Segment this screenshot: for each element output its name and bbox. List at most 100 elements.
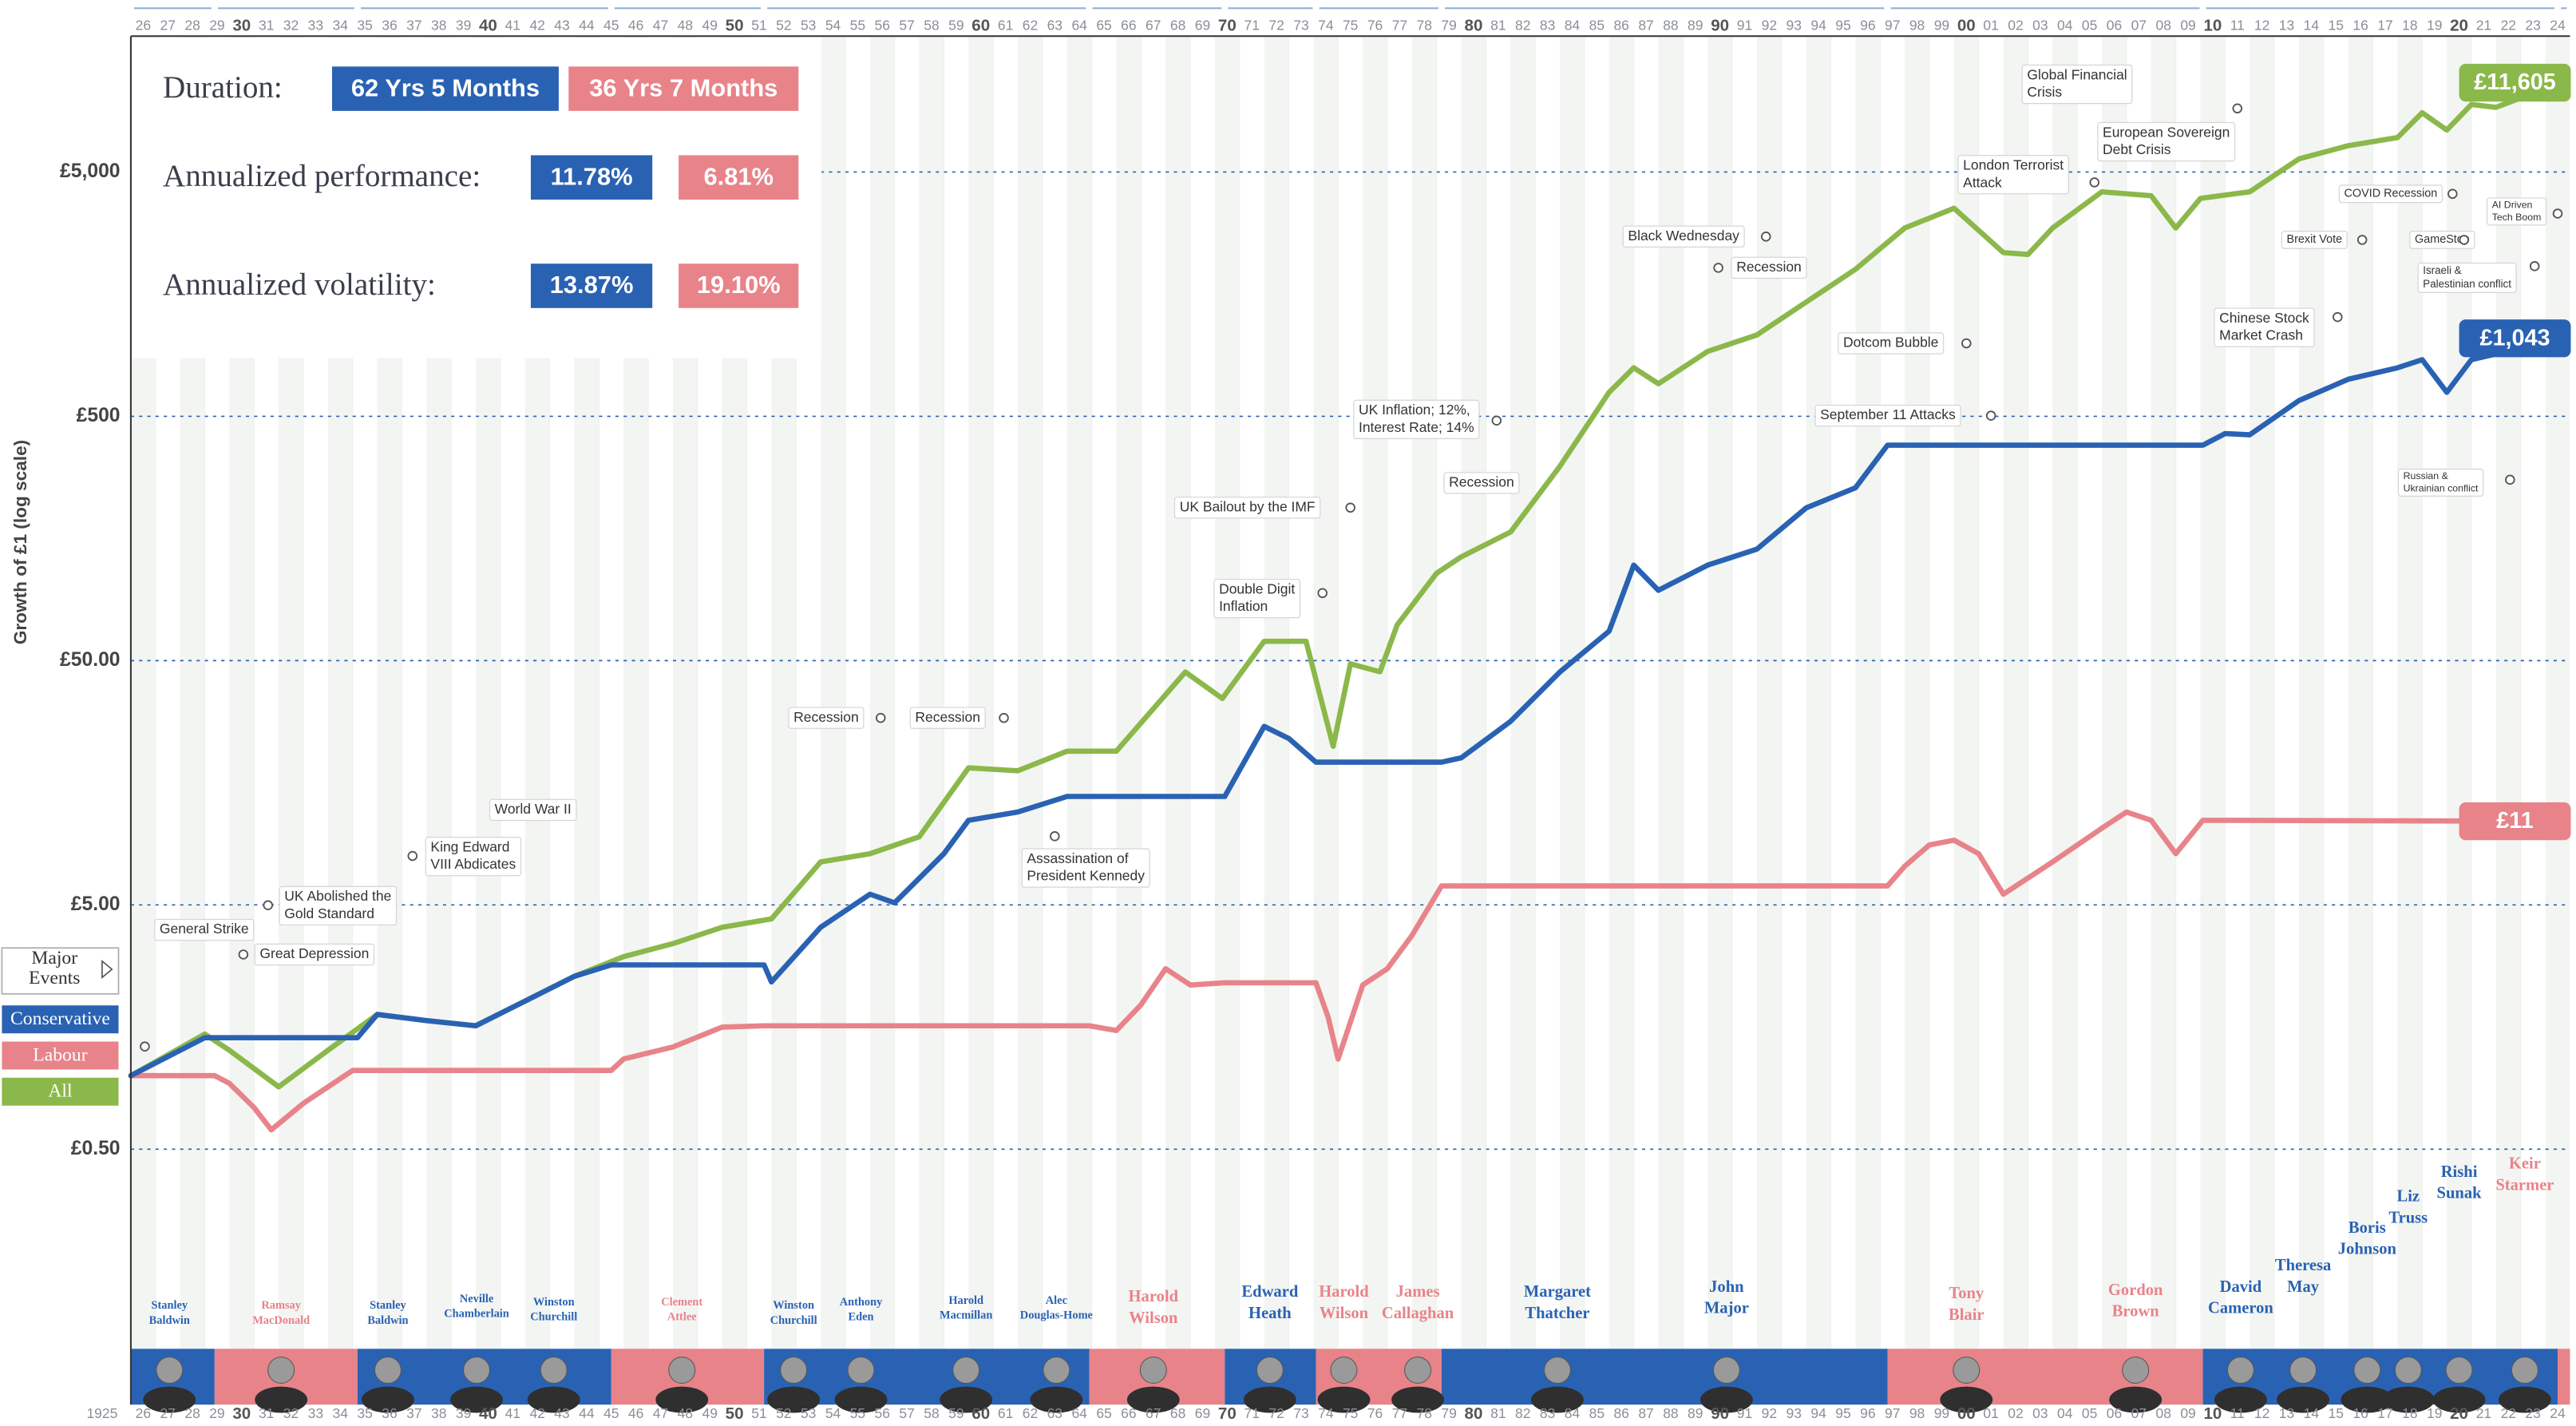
x-tick-label-bottom: 76 xyxy=(1367,1405,1383,1421)
x-tick-label-bottom: 00 xyxy=(1957,1404,1976,1423)
x-tick-label-bottom: 26 xyxy=(136,1405,151,1421)
x-tick-label-bottom: 34 xyxy=(333,1405,349,1421)
x-tick-label-bottom: 04 xyxy=(2057,1405,2073,1421)
x-tick-label-top: 73 xyxy=(1293,18,1308,34)
year-stripe xyxy=(2397,36,2423,1349)
event-label: Global Financial xyxy=(2027,66,2127,82)
event-label: Israeli & xyxy=(2423,264,2461,276)
pm-name: Liz xyxy=(2397,1188,2420,1206)
end-value-box xyxy=(2459,319,2571,358)
x-tick-label-top: 98 xyxy=(1909,18,1925,34)
x-tick-label-top: 84 xyxy=(1565,18,1581,34)
x-tick-label-top: 77 xyxy=(1392,18,1407,34)
pm-photo-head xyxy=(463,1357,491,1384)
legend-item[interactable]: Labour xyxy=(2,1041,119,1070)
x-tick-label-top: 75 xyxy=(1343,18,1358,34)
x-tick-label-bottom: 32 xyxy=(283,1405,299,1421)
x-tick-label-bottom: 14 xyxy=(2304,1405,2320,1421)
x-tick-label-top: 48 xyxy=(678,18,693,34)
x-tick-label-bottom: 81 xyxy=(1490,1405,1506,1421)
event-label: Recession xyxy=(793,709,859,725)
event-label: UK Inflation; 12%, xyxy=(1359,402,1470,418)
event[interactable]: Double Digit Inflation xyxy=(1213,578,1328,619)
event[interactable]: UK Inflation; 12%,Interest Rate; 14% xyxy=(1353,399,1502,439)
year-stripe xyxy=(1510,36,1536,1349)
event[interactable]: London Terrorist Attack xyxy=(1957,155,2100,195)
pm-photo-body xyxy=(255,1386,308,1413)
event[interactable]: Great Depression xyxy=(238,943,375,966)
event[interactable]: Assassination of President Kennedy xyxy=(1021,831,1150,888)
event[interactable]: Black Wednesday xyxy=(1622,225,1771,248)
x-tick-label-top: 65 xyxy=(1096,18,1111,34)
event[interactable]: UK Bailout by the IMF xyxy=(1173,497,1355,519)
x-tick-label-bottom: 99 xyxy=(1934,1405,1949,1421)
event[interactable]: Israeli & Palestinian conflict xyxy=(2417,261,2540,293)
y-tick-label: £500 xyxy=(77,405,121,426)
event[interactable]: Recession xyxy=(788,707,886,729)
pm-photo-head xyxy=(668,1357,696,1384)
event[interactable]: COVID Recession xyxy=(2338,184,2458,204)
event-label: Dotcom Bubble xyxy=(1843,335,1938,351)
x-tick-label-top: 64 xyxy=(1071,18,1087,34)
event[interactable]: Recession xyxy=(1713,256,1807,279)
x-tick-label-bottom: 21 xyxy=(2476,1405,2491,1421)
x-tick-label-top: 46 xyxy=(628,18,643,34)
x-tick-label-top: 19 xyxy=(2427,18,2442,34)
x-tick-label-bottom: 05 xyxy=(2082,1405,2097,1421)
pm-name: John xyxy=(1709,1278,1744,1296)
event-label: European Sovereign xyxy=(2103,124,2230,140)
x-tick-label-bottom: 65 xyxy=(1096,1405,1111,1421)
pm-photo-body xyxy=(2381,1386,2435,1413)
event-marker xyxy=(1317,588,1328,599)
stat-box-conservative xyxy=(530,155,653,200)
event[interactable]: Brexit Vote xyxy=(2281,230,2368,249)
year-stripe xyxy=(2003,36,2028,1349)
event-label: London Terrorist xyxy=(1963,156,2064,172)
event[interactable]: Recession xyxy=(1443,472,1520,494)
event-marker xyxy=(263,900,274,911)
x-tick-label-top: 00 xyxy=(1957,16,1976,34)
event[interactable]: Dotcom Bubble xyxy=(1838,332,1972,355)
event-label: Chinese Stock xyxy=(2219,310,2309,326)
event[interactable]: Recession xyxy=(909,707,1009,729)
event[interactable]: Russian &Ukrainian conflict xyxy=(2397,468,2515,497)
x-tick-label-bottom: 96 xyxy=(1860,1405,1875,1421)
pm-name: Baldwin xyxy=(367,1314,408,1327)
event[interactable]: Global Financial Crisis xyxy=(2021,64,2243,114)
legend-item[interactable]: All xyxy=(2,1077,119,1106)
event-marker xyxy=(2232,103,2243,114)
pm-name: Blair xyxy=(1949,1306,1984,1324)
x-tick-label-bottom: 57 xyxy=(899,1405,914,1421)
event[interactable]: AI Driven Tech Boom xyxy=(2486,197,2563,226)
event[interactable]: King Edward VIII Abdicates xyxy=(407,836,522,877)
event-label: Inflation xyxy=(1219,598,1268,614)
event-marker xyxy=(999,712,1009,723)
legend-swatch xyxy=(2,1077,119,1106)
legend-item[interactable]: Conservative xyxy=(2,1005,119,1034)
x-tick-label-bottom: 12 xyxy=(2254,1405,2269,1421)
x-tick-label-top: 68 xyxy=(1170,18,1185,34)
event-marker xyxy=(2356,235,2368,245)
x-tick-label-bottom: 39 xyxy=(456,1405,471,1421)
x-tick-label-bottom: 71 xyxy=(1244,1405,1260,1421)
x-tick-label-bottom: 40 xyxy=(479,1404,497,1423)
year-stripe xyxy=(1953,36,1979,1349)
x-tick-label-bottom: 08 xyxy=(2155,1405,2170,1421)
end-value-label: £11 xyxy=(2496,808,2533,834)
x-tick-label-bottom: 19 xyxy=(2427,1405,2442,1421)
event[interactable]: GameStop xyxy=(2409,230,2475,249)
x-tick-label-top: 07 xyxy=(2131,18,2147,34)
government-period xyxy=(1441,1349,1888,1405)
stat-box-conservative xyxy=(331,66,559,111)
event[interactable]: September 11 Attacks xyxy=(1814,404,1996,427)
event[interactable]: World War II xyxy=(489,798,577,822)
event[interactable]: General Strike xyxy=(140,918,255,1052)
pm-name: Major xyxy=(1704,1300,1749,1317)
x-tick-label-top: 35 xyxy=(357,18,372,34)
x-tick-label-top: 72 xyxy=(1268,18,1284,34)
event-label: Assassination of xyxy=(1027,850,1128,866)
